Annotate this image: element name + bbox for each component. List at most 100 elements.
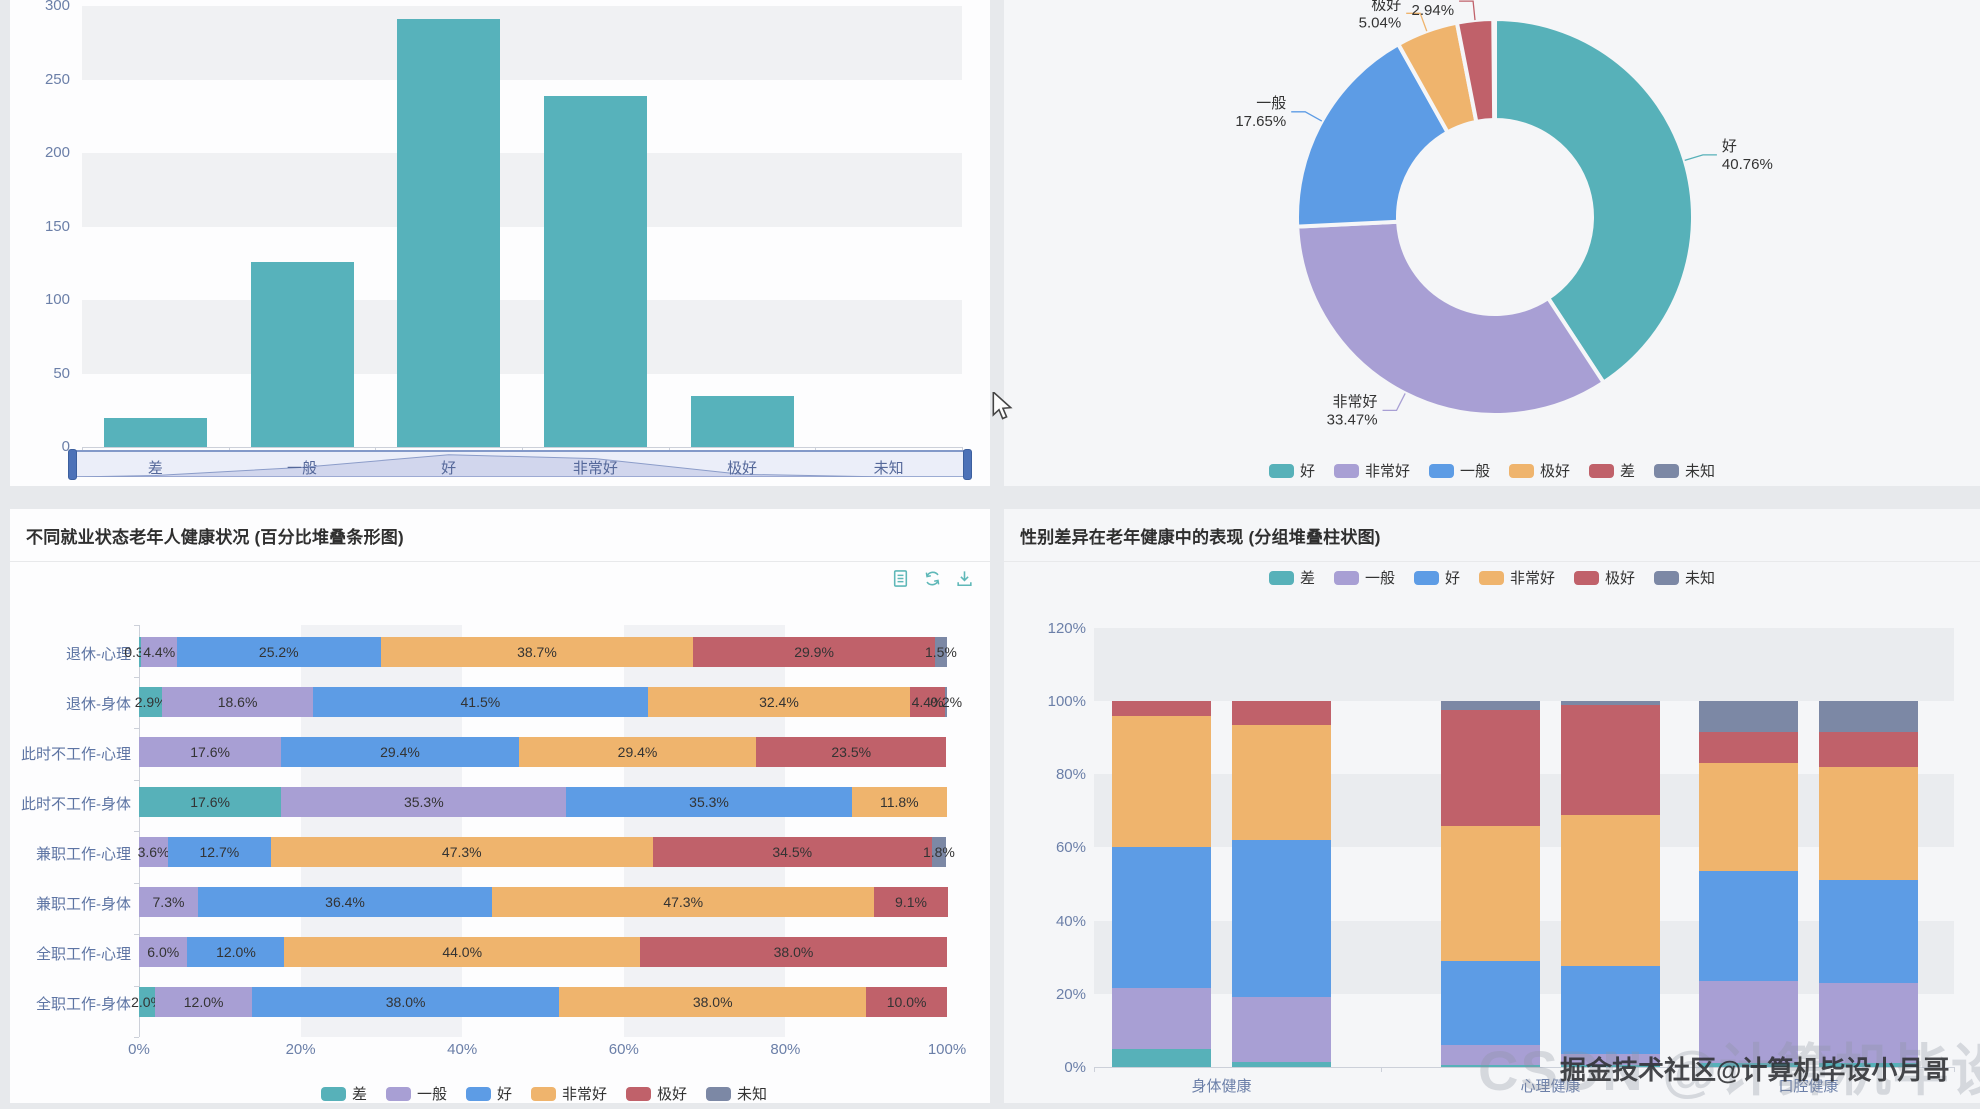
pie-slice-非常好[interactable] bbox=[1295, 219, 1606, 417]
column-segment-未知[interactable] bbox=[1561, 701, 1660, 705]
column-segment-好[interactable] bbox=[1819, 880, 1918, 983]
column-segment-一般[interactable] bbox=[1232, 997, 1331, 1062]
column-segment-一般[interactable] bbox=[1819, 982, 1918, 1064]
stack-segment-非常好[interactable]: 38.0% bbox=[559, 987, 867, 1017]
gender-stacked-column-chart[interactable]: 0% 20% 40% 60% 80% 100% 120% 身体健康 心理健康 口腔健康 bbox=[1004, 509, 1980, 1103]
stack-segment-一般[interactable]: 17.6% bbox=[139, 737, 282, 767]
column-segment-差[interactable] bbox=[1561, 1065, 1660, 1067]
stack-segment-非常好[interactable]: 38.7% bbox=[380, 637, 694, 667]
stack-segment-非常好[interactable]: 47.3% bbox=[270, 837, 653, 867]
column-segment-未知[interactable] bbox=[1819, 701, 1918, 733]
legend-item-未知[interactable]: 未知 bbox=[706, 1083, 767, 1103]
download-icon[interactable] bbox=[955, 569, 974, 588]
column-segment-好[interactable] bbox=[1699, 871, 1798, 982]
stack-segment-好[interactable]: 41.5% bbox=[312, 687, 649, 717]
column-segment-非常好[interactable] bbox=[1561, 814, 1660, 967]
stack-segment-一般[interactable]: 18.6% bbox=[162, 687, 313, 717]
column-segment-极好[interactable] bbox=[1232, 701, 1331, 725]
stack-segment-非常好[interactable]: 29.4% bbox=[518, 737, 757, 767]
legend-item-极好[interactable]: 极好 bbox=[626, 1083, 687, 1103]
column-segment-极好[interactable] bbox=[1561, 704, 1660, 815]
stack-segment-一般[interactable]: 12.0% bbox=[155, 987, 253, 1017]
legend-item-一般[interactable]: 一般 bbox=[1428, 460, 1490, 481]
stack-segment-极好[interactable]: 29.9% bbox=[693, 637, 935, 667]
stack-segment-好[interactable]: 35.3% bbox=[566, 787, 852, 817]
stack-segment-差[interactable]: 2.9% bbox=[135, 687, 167, 717]
stack-segment-非常好[interactable]: 44.0% bbox=[284, 937, 640, 967]
pie-slice-好[interactable] bbox=[1493, 17, 1695, 385]
stack-segment-非常好[interactable]: 11.8% bbox=[851, 787, 947, 817]
stack-segment-差[interactable]: 2.0% bbox=[131, 987, 163, 1017]
stack-segment-极好[interactable]: 23.5% bbox=[756, 737, 947, 767]
stack-segment-一般[interactable]: 6.0% bbox=[139, 937, 188, 967]
bar-非常好[interactable] bbox=[543, 95, 647, 447]
legend-item-极好[interactable]: 极好 bbox=[1574, 567, 1635, 588]
column-segment-好[interactable] bbox=[1112, 847, 1211, 989]
column-segment-极好[interactable] bbox=[1819, 732, 1918, 767]
stack-segment-好[interactable]: 12.0% bbox=[187, 937, 285, 967]
legend-item-差[interactable]: 差 bbox=[1589, 460, 1635, 481]
datazoom-handle-left[interactable] bbox=[68, 449, 77, 480]
legend-item-非常好[interactable]: 非常好 bbox=[1333, 460, 1410, 481]
legend-item-好[interactable]: 好 bbox=[465, 1083, 512, 1103]
legend-item-非常好[interactable]: 非常好 bbox=[531, 1083, 607, 1103]
stack-segment-极好[interactable]: 10.0% bbox=[866, 987, 947, 1017]
stack-segment-好[interactable]: 29.4% bbox=[281, 737, 519, 767]
datazoom-slider[interactable]: 差 一般 好 非常好 极好 未知 bbox=[68, 449, 972, 480]
stack-segment-非常好[interactable]: 47.3% bbox=[492, 887, 875, 917]
bar-一般[interactable] bbox=[250, 261, 354, 447]
column-segment-差[interactable] bbox=[1819, 1063, 1918, 1067]
column-segment-差[interactable] bbox=[1232, 1061, 1331, 1067]
stack-segment-极好[interactable]: 9.1% bbox=[874, 887, 948, 917]
restore-icon[interactable] bbox=[923, 569, 942, 588]
column-segment-非常好[interactable] bbox=[1441, 825, 1540, 961]
column-segment-好[interactable] bbox=[1561, 966, 1660, 1055]
column-segment-好[interactable] bbox=[1232, 840, 1331, 998]
legend-item-好[interactable]: 好 bbox=[1413, 567, 1460, 588]
stack-segment-极好[interactable]: 38.0% bbox=[639, 937, 947, 967]
employment-stacked-bar-chart[interactable]: 退休-心理 0.3% 4.4% 25.2% 38.7% 29.9% 1.5% 退休-身体 2.9… bbox=[10, 565, 990, 1103]
column-segment-极好[interactable] bbox=[1441, 710, 1540, 826]
column-segment-好[interactable] bbox=[1441, 960, 1540, 1046]
bar-差[interactable] bbox=[103, 417, 207, 447]
stack-segment-一般[interactable]: 7.3% bbox=[139, 887, 198, 917]
column-segment-未知[interactable] bbox=[1699, 701, 1798, 733]
data-view-icon[interactable] bbox=[891, 569, 910, 588]
legend-item-一般[interactable]: 一般 bbox=[1333, 567, 1395, 588]
column-segment-一般[interactable] bbox=[1112, 988, 1211, 1049]
column-segment-极好[interactable] bbox=[1112, 701, 1211, 716]
column-segment-非常好[interactable] bbox=[1112, 715, 1211, 848]
column-segment-非常好[interactable] bbox=[1699, 763, 1798, 872]
stack-segment-好[interactable]: 36.4% bbox=[197, 887, 493, 917]
pie-slice-差[interactable] bbox=[1454, 17, 1497, 124]
health-distribution-bar-chart[interactable]: 0 50 100 150 200 250 300 差 一般 好 非常好 极好 未知 bbox=[10, 0, 990, 486]
stack-segment-极好[interactable]: 4.4% bbox=[909, 687, 946, 717]
stack-segment-未知[interactable]: 0.2% bbox=[930, 687, 962, 717]
stack-segment-一般[interactable]: 4.4% bbox=[141, 637, 177, 667]
stack-segment-极好[interactable]: 34.5% bbox=[652, 837, 932, 867]
stack-segment-非常好[interactable]: 32.4% bbox=[648, 687, 910, 717]
column-segment-差[interactable] bbox=[1699, 1063, 1798, 1067]
stack-segment-未知[interactable]: 1.5% bbox=[925, 637, 957, 667]
pie-slice-一般[interactable] bbox=[1295, 42, 1450, 229]
legend-item-未知[interactable]: 未知 bbox=[1654, 460, 1715, 481]
column-segment-一般[interactable] bbox=[1441, 1045, 1540, 1066]
stack-segment-好[interactable]: 12.7% bbox=[168, 837, 271, 867]
stack-segment-一般[interactable]: 3.6% bbox=[138, 837, 169, 867]
legend-item-差[interactable]: 差 bbox=[320, 1083, 367, 1103]
stack-segment-好[interactable]: 25.2% bbox=[176, 637, 381, 667]
column-segment-一般[interactable] bbox=[1699, 981, 1798, 1064]
column-segment-一般[interactable] bbox=[1561, 1054, 1660, 1066]
stack-segment-未知[interactable]: 1.8% bbox=[923, 837, 955, 867]
bar-好[interactable] bbox=[397, 19, 501, 447]
column-segment-差[interactable] bbox=[1112, 1048, 1211, 1067]
column-segment-极好[interactable] bbox=[1699, 732, 1798, 764]
legend-item-非常好[interactable]: 非常好 bbox=[1479, 567, 1555, 588]
legend-item-极好[interactable]: 极好 bbox=[1509, 460, 1570, 481]
datazoom-handle-right[interactable] bbox=[963, 449, 972, 480]
stack-segment-好[interactable]: 38.0% bbox=[252, 987, 560, 1017]
column-segment-非常好[interactable] bbox=[1232, 724, 1331, 841]
column-segment-非常好[interactable] bbox=[1819, 767, 1918, 881]
legend-item-一般[interactable]: 一般 bbox=[385, 1083, 447, 1103]
